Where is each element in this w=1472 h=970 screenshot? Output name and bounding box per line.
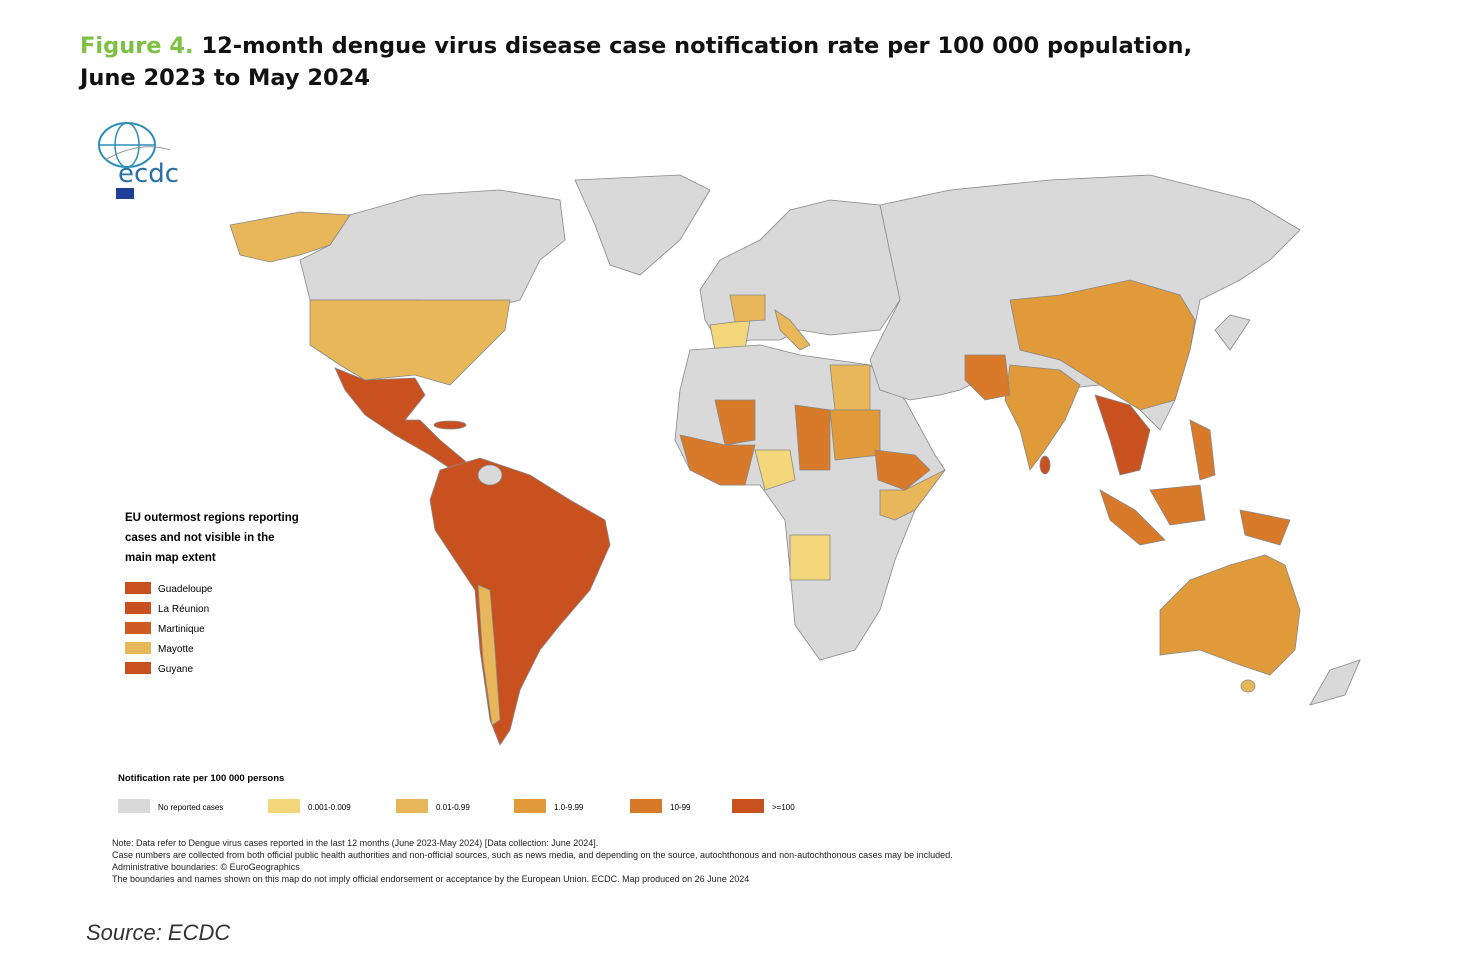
country [874, 449, 931, 491]
country [829, 364, 871, 411]
country [754, 449, 796, 491]
country [574, 174, 711, 276]
country [774, 309, 811, 351]
legend-label: No reported cases [158, 803, 223, 812]
countries [229, 174, 1361, 746]
country [679, 434, 756, 486]
region-name: Martinique [158, 624, 205, 635]
figure-label: Figure 4. [80, 33, 194, 59]
note-line: Administrative boundaries: © EuroGeograp… [112, 862, 300, 872]
note-line: Case numbers are collected from both off… [112, 850, 953, 860]
notes: Note: Data refer to Dengue virus cases r… [112, 838, 953, 884]
country [1239, 509, 1291, 546]
country [1039, 455, 1051, 475]
region-swatch [125, 662, 151, 674]
legend-swatch [268, 799, 300, 813]
country [1214, 314, 1251, 351]
legend-label: 1.0-9.99 [554, 803, 584, 812]
legend-swatch [396, 799, 428, 813]
region-swatch [125, 602, 151, 614]
country [429, 457, 611, 746]
title-line: Figure 4. 12-month dengue virus disease … [80, 30, 1192, 62]
country [299, 189, 566, 311]
region-name: La Réunion [158, 604, 209, 615]
title-text: 12-month dengue virus disease case notif… [201, 33, 1193, 59]
country [714, 399, 756, 446]
rate-legend: Notification rate per 100 000 persons No… [118, 773, 795, 813]
legend-label: 0.001-0.009 [308, 803, 351, 812]
country [309, 299, 511, 386]
country [1149, 484, 1206, 526]
legend-label: >=100 [772, 803, 795, 812]
country [477, 584, 501, 726]
outermost-legend: EU outermost regions reporting cases and … [125, 512, 299, 675]
country [1240, 679, 1256, 693]
country [1159, 554, 1301, 676]
region-name: Guadeloupe [158, 584, 213, 595]
country [1099, 489, 1166, 546]
country [334, 367, 471, 476]
country [1009, 279, 1196, 411]
country [1189, 419, 1216, 481]
country [829, 409, 881, 461]
title-line: June 2023 to May 2024 [80, 65, 371, 91]
legend-swatch [118, 799, 150, 813]
country [1309, 659, 1361, 706]
country [729, 294, 766, 323]
legend-swatch [732, 799, 764, 813]
country [477, 464, 503, 486]
country [1004, 364, 1081, 471]
logo: ecdc [98, 122, 179, 199]
country [433, 420, 467, 430]
region-swatch [125, 642, 151, 654]
legend-swatch [630, 799, 662, 813]
country [879, 469, 946, 521]
source: Source: ECDC [86, 920, 231, 945]
country [964, 354, 1011, 401]
country [709, 319, 751, 351]
legend-label: 10-99 [670, 803, 691, 812]
legend-label: 0.01-0.99 [436, 803, 470, 812]
outermost-title: EU outermost regions reporting cases and … [125, 512, 299, 564]
note-line: Note: Data refer to Dengue virus cases r… [112, 838, 598, 848]
region-swatch [125, 622, 151, 634]
country [1094, 394, 1151, 476]
region-name: Mayotte [158, 644, 194, 655]
country [229, 211, 351, 263]
logo-text: ecdc [118, 159, 179, 189]
note-line: The boundaries and names shown on this m… [112, 874, 749, 884]
region-swatch [125, 582, 151, 594]
title: Figure 4. 12-month dengue virus disease … [80, 30, 1192, 94]
region-name: Guyane [158, 664, 193, 675]
country [789, 534, 831, 581]
legend-swatch [514, 799, 546, 813]
legend-title: Notification rate per 100 000 persons [118, 773, 284, 784]
country [794, 404, 831, 471]
